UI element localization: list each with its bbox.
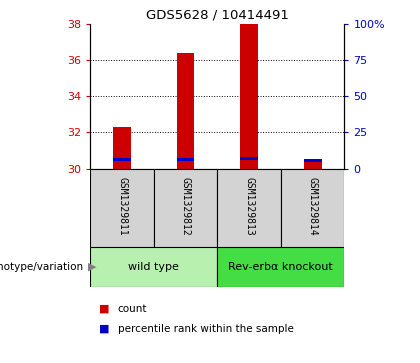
Bar — [177, 53, 194, 169]
Bar — [304, 160, 322, 169]
Text: ■: ■ — [99, 323, 109, 334]
Text: GSM1329813: GSM1329813 — [244, 177, 254, 236]
Text: count: count — [118, 303, 147, 314]
Text: ▶: ▶ — [88, 262, 97, 272]
Text: GSM1329812: GSM1329812 — [181, 177, 191, 236]
Text: ■: ■ — [99, 303, 109, 314]
Text: Rev-erbα knockout: Rev-erbα knockout — [228, 262, 333, 272]
Bar — [218, 247, 344, 287]
Bar — [281, 169, 344, 247]
Bar — [90, 247, 218, 287]
Text: GSM1329811: GSM1329811 — [117, 177, 127, 236]
Bar — [304, 159, 322, 162]
Bar — [154, 169, 218, 247]
Text: wild type: wild type — [129, 262, 179, 272]
Text: genotype/variation: genotype/variation — [0, 262, 86, 272]
Title: GDS5628 / 10414491: GDS5628 / 10414491 — [146, 8, 289, 21]
Bar — [240, 157, 258, 160]
Bar — [113, 127, 131, 169]
Bar — [113, 158, 131, 162]
Bar — [90, 169, 154, 247]
Bar — [218, 169, 281, 247]
Text: GSM1329814: GSM1329814 — [307, 177, 318, 236]
Bar — [240, 24, 258, 169]
Text: percentile rank within the sample: percentile rank within the sample — [118, 323, 294, 334]
Bar — [177, 158, 194, 162]
